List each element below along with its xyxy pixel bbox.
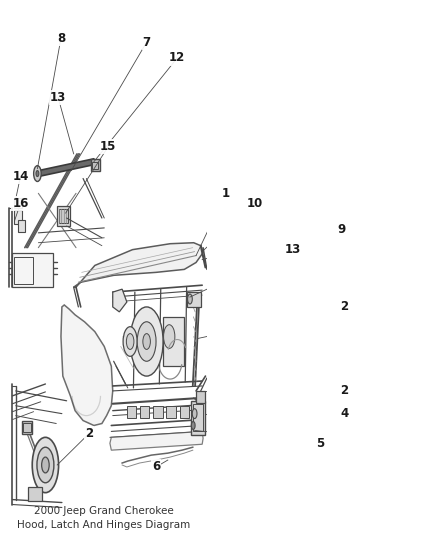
Circle shape <box>36 171 39 176</box>
Text: 13: 13 <box>50 91 66 104</box>
Bar <box>59 209 68 223</box>
Text: 15: 15 <box>100 140 116 154</box>
Bar <box>18 220 25 232</box>
Circle shape <box>32 438 59 492</box>
Bar <box>153 406 162 417</box>
Polygon shape <box>61 305 113 425</box>
Text: 9: 9 <box>338 223 346 236</box>
Text: 1: 1 <box>222 187 230 200</box>
Bar <box>196 391 205 403</box>
Text: 7: 7 <box>142 36 151 49</box>
Text: 2000 Jeep Grand Cherokee
Hood, Latch And Hinges Diagram: 2000 Jeep Grand Cherokee Hood, Latch And… <box>17 506 191 530</box>
Bar <box>166 406 176 417</box>
Polygon shape <box>74 243 203 287</box>
Bar <box>127 406 136 417</box>
Text: 6: 6 <box>152 461 160 473</box>
Bar <box>91 159 99 171</box>
Text: 4: 4 <box>340 407 349 420</box>
Circle shape <box>123 327 137 357</box>
Text: 12: 12 <box>169 52 185 64</box>
Circle shape <box>187 294 192 304</box>
Text: 2: 2 <box>85 427 93 440</box>
Bar <box>140 406 149 417</box>
Bar <box>187 292 201 307</box>
Circle shape <box>143 334 150 350</box>
Bar <box>193 404 203 431</box>
Circle shape <box>34 166 41 181</box>
Text: 2: 2 <box>340 301 348 313</box>
Bar <box>14 210 22 224</box>
Circle shape <box>137 322 156 361</box>
Text: 16: 16 <box>12 197 28 209</box>
Circle shape <box>192 409 197 418</box>
Bar <box>191 401 205 435</box>
Text: 2: 2 <box>340 384 348 398</box>
Bar <box>57 206 71 226</box>
Circle shape <box>191 422 195 430</box>
Circle shape <box>42 457 49 473</box>
Bar <box>23 423 31 432</box>
Polygon shape <box>113 289 127 312</box>
Bar <box>12 253 53 287</box>
Text: 8: 8 <box>57 32 65 45</box>
Circle shape <box>127 334 134 350</box>
Circle shape <box>163 325 175 349</box>
Bar <box>14 198 22 208</box>
Circle shape <box>37 447 54 483</box>
Bar <box>92 161 98 168</box>
Bar <box>14 256 33 284</box>
Bar <box>22 421 32 434</box>
Bar <box>163 317 184 366</box>
Text: 13: 13 <box>284 243 300 256</box>
Bar <box>28 487 42 500</box>
Circle shape <box>130 307 163 376</box>
Polygon shape <box>110 431 203 450</box>
Bar <box>180 406 189 417</box>
Text: 14: 14 <box>12 170 28 183</box>
Text: 5: 5 <box>316 437 324 450</box>
Text: 10: 10 <box>247 197 263 209</box>
